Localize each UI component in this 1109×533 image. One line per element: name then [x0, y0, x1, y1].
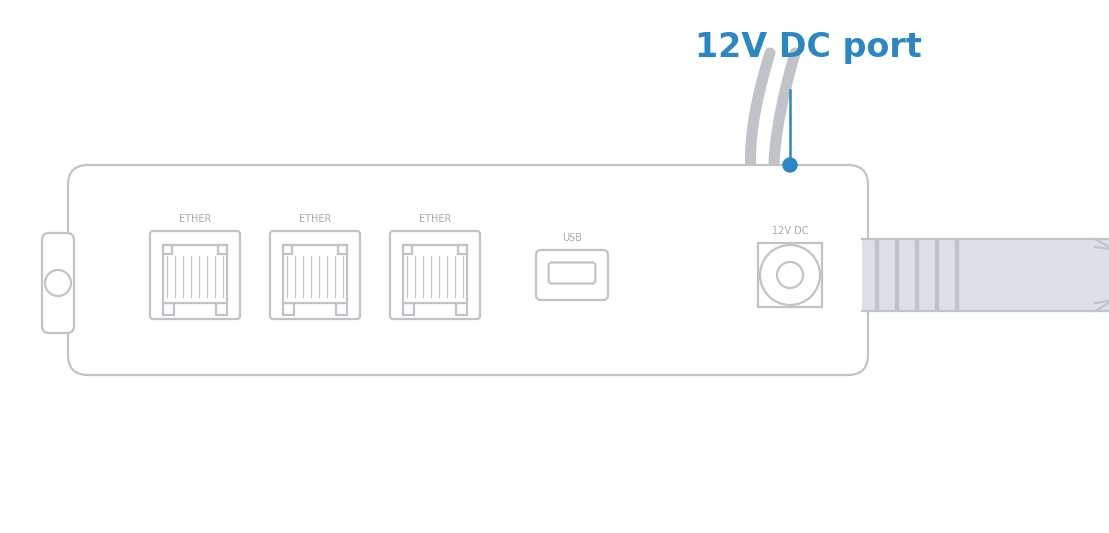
Text: 12V DC port: 12V DC port	[694, 31, 922, 64]
Bar	[403, 245, 467, 303]
Bar	[218, 245, 227, 254]
FancyBboxPatch shape	[269, 231, 360, 319]
Bar	[403, 303, 415, 316]
Bar	[216, 303, 227, 316]
Circle shape	[760, 245, 820, 305]
Bar	[283, 245, 347, 303]
Bar	[757, 243, 822, 307]
Text: 12V DC: 12V DC	[772, 226, 808, 236]
Circle shape	[777, 262, 803, 288]
Bar	[458, 245, 467, 254]
Text: USB: USB	[562, 233, 582, 243]
Bar	[283, 303, 294, 316]
FancyBboxPatch shape	[150, 231, 240, 319]
Bar	[163, 245, 172, 254]
Bar	[336, 303, 347, 316]
Bar	[163, 303, 174, 316]
Text: ETHER: ETHER	[179, 214, 211, 224]
Circle shape	[783, 158, 797, 172]
Bar	[862, 239, 1109, 311]
Text: ETHER: ETHER	[298, 214, 332, 224]
Text: ETHER: ETHER	[419, 214, 451, 224]
FancyBboxPatch shape	[536, 250, 608, 300]
Circle shape	[45, 270, 71, 296]
Bar	[283, 245, 292, 254]
Bar	[163, 245, 227, 303]
FancyBboxPatch shape	[42, 233, 74, 333]
Bar	[456, 303, 467, 316]
Bar	[403, 245, 411, 254]
FancyBboxPatch shape	[549, 262, 596, 284]
Bar	[338, 245, 347, 254]
FancyBboxPatch shape	[68, 165, 868, 375]
FancyBboxPatch shape	[390, 231, 480, 319]
